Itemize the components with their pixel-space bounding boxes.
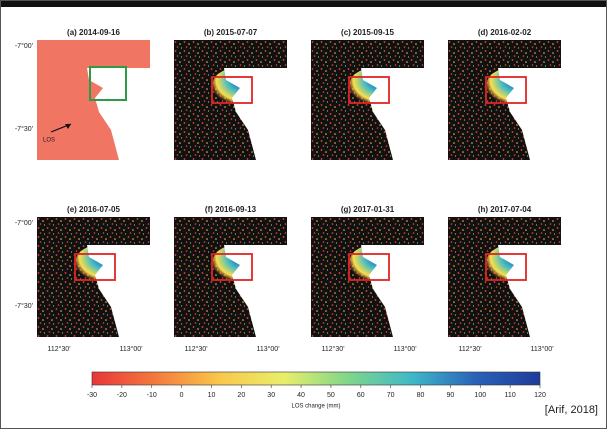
citation: [Arif, 2018]	[545, 404, 598, 416]
map-panel: LOS	[37, 40, 150, 160]
colorbar-tick-label: 60	[357, 392, 365, 399]
lon-label: 112°30'	[321, 345, 344, 353]
map-panel	[448, 40, 561, 160]
colorbar-tick-label: 120	[534, 392, 546, 399]
map-panel	[37, 217, 150, 337]
panel-title: (b) 2015-07-07	[204, 28, 258, 37]
panel-title: (h) 2017-07-04	[478, 205, 532, 214]
colorbar-tick-label: 20	[237, 392, 245, 399]
colorbar-tick-label: -10	[147, 392, 157, 399]
lon-label: 113°00'	[119, 345, 142, 353]
colorbar-tick-label: 90	[447, 392, 455, 399]
colorbar-tick-label: 50	[327, 392, 335, 399]
lon-label: 112°30'	[458, 345, 481, 353]
lon-label: 112°30'	[47, 345, 70, 353]
lat-label: -7°00'	[15, 219, 33, 227]
colorbar-label: LOS change (mm)	[291, 404, 340, 410]
figure: LOS (a) 2014-09-16 -7°00' -7°30' (b) 2015-07…	[0, 0, 607, 429]
colorbar-tick-label: 80	[417, 392, 425, 399]
lat-label: -7°00'	[15, 42, 33, 50]
map-panel	[448, 217, 561, 337]
lat-label: -7°30'	[15, 302, 33, 310]
panel-title: (d) 2016-02-02	[478, 28, 532, 37]
colorbar-tick-label: -30	[87, 392, 97, 399]
lon-label: 113°00'	[393, 345, 416, 353]
colorbar-tick-label: 10	[208, 392, 216, 399]
colorbar	[92, 372, 540, 385]
colorbar-tick-label: 40	[297, 392, 305, 399]
panel-title: (c) 2015-09-15	[341, 28, 394, 37]
map-panel	[174, 40, 287, 160]
top-bar	[0, 0, 607, 7]
panel-title: (a) 2014-09-16	[67, 28, 120, 37]
map-panel	[174, 217, 287, 337]
colorbar-tick-label: 110	[505, 392, 516, 399]
colorbar-tick-label: 0	[180, 392, 184, 399]
lat-label: -7°30'	[15, 125, 33, 133]
colorbar-tick-label: 30	[267, 392, 275, 399]
los-label: LOS	[43, 138, 55, 144]
colorbar-tick-label: 70	[387, 392, 395, 399]
map-panel	[311, 217, 424, 337]
panel-title: (f) 2016-09-13	[205, 205, 257, 214]
panel-title: (e) 2016-07-05	[67, 205, 120, 214]
colorbar-tick-label: -20	[117, 392, 127, 399]
panel-title: (g) 2017-01-31	[341, 205, 395, 214]
map-panel	[311, 40, 424, 160]
lon-label: 113°00'	[530, 345, 553, 353]
lon-label: 113°00'	[256, 345, 279, 353]
colorbar-tick-label: 100	[474, 392, 486, 399]
lon-label: 112°30'	[184, 345, 207, 353]
